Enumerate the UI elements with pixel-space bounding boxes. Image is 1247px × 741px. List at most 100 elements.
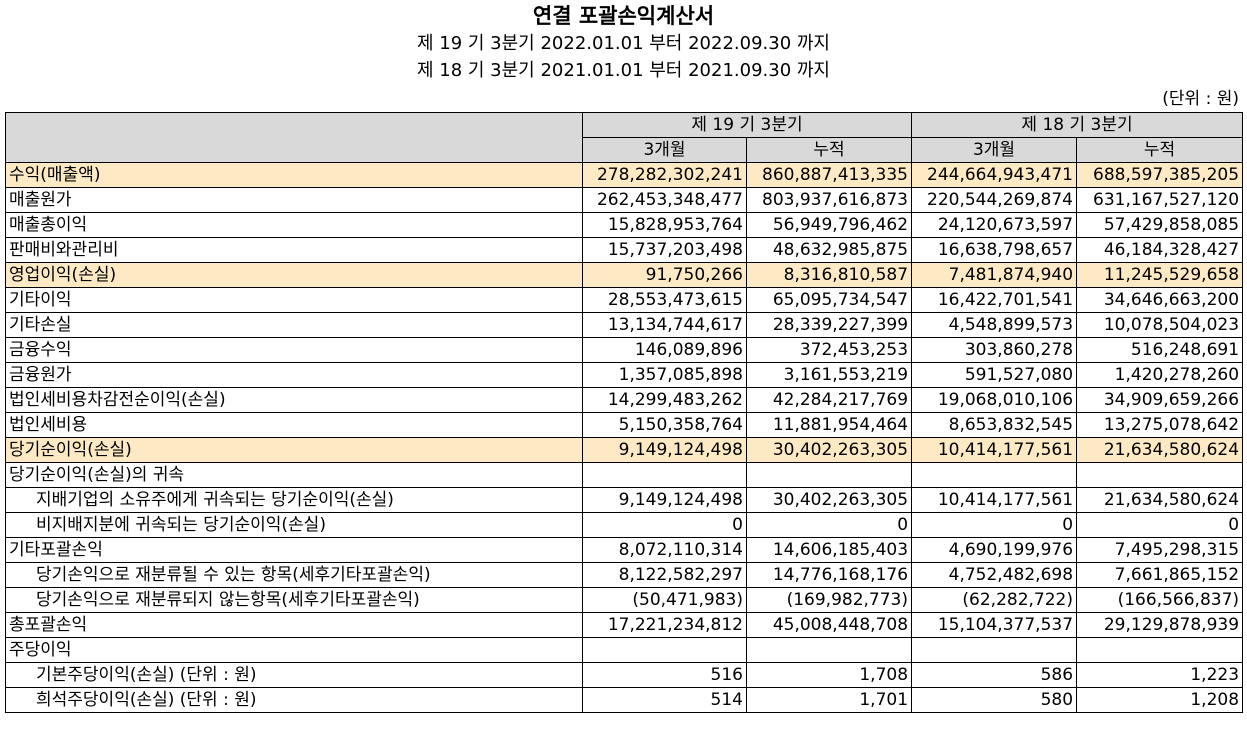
row-value: 591,527,080	[911, 362, 1078, 388]
row-value: 13,275,078,642	[1076, 412, 1244, 438]
row-value	[911, 462, 1078, 488]
row-label: 기타손실	[5, 312, 583, 338]
row-value: 11,245,529,658	[1076, 262, 1244, 288]
row-value	[1076, 462, 1244, 488]
row-value: 15,104,377,537	[911, 612, 1078, 638]
statement-title: 연결 포괄손익계산서	[532, 4, 715, 28]
table-row: 기타이익 28,553,473,615 65,095,734,547 16,422,7…	[5, 287, 1244, 313]
table-row: 지배기업의 소유주에게 귀속되는 당기순이익(손실) 9,149,124,498 3…	[5, 487, 1244, 513]
row-value: 278,282,302,241	[582, 162, 747, 188]
row-value: 860,887,413,335	[745, 162, 913, 188]
row-value: 4,752,482,698	[911, 562, 1078, 588]
table-row: 당기순이익(손실)의 귀속	[5, 462, 1244, 488]
table-row: 매출원가 262,453,348,477 803,937,616,873 220,54…	[5, 187, 1244, 213]
row-value: 4,548,899,573	[911, 312, 1078, 338]
row-label: 기본주당이익(손실) (단위 : 원)	[5, 662, 583, 688]
table-row: 판매비와관리비 15,737,203,498 48,632,985,875 16,63…	[5, 237, 1244, 263]
row-value: 7,661,865,152	[1076, 562, 1244, 588]
header-3months-19: 3개월	[582, 137, 747, 163]
row-value	[745, 637, 913, 663]
row-label: 수익(매출액)	[5, 162, 583, 188]
unit-label: (단위 : 원)	[1162, 89, 1239, 109]
row-value: 16,638,798,657	[911, 237, 1078, 263]
row-value: 10,078,504,023	[1076, 312, 1244, 338]
row-label: 영업이익(손실)	[5, 262, 583, 288]
header-blank-cell	[5, 112, 583, 163]
row-value: 21,634,580,624	[1076, 437, 1244, 463]
row-value: (166,566,837)	[1076, 587, 1244, 613]
row-value: 11,881,954,464	[745, 412, 913, 438]
row-value: 1,701	[745, 687, 913, 713]
row-value: 1,708	[745, 662, 913, 688]
row-value: 9,149,124,498	[582, 437, 747, 463]
header-period-19: 제 19 기 3분기	[581, 112, 913, 138]
row-label: 희석주당이익(손실) (단위 : 원)	[5, 687, 583, 713]
row-label: 지배기업의 소유주에게 귀속되는 당기순이익(손실)	[5, 487, 583, 513]
row-value: 91,750,266	[582, 262, 747, 288]
row-value: 7,495,298,315	[1076, 537, 1244, 563]
row-label: 기타포괄손익	[5, 537, 583, 563]
row-value: 28,553,473,615	[582, 287, 747, 313]
table-row: 영업이익(손실) 91,750,266 8,316,810,587 7,481,874…	[5, 262, 1244, 288]
row-value: 14,776,168,176	[745, 562, 913, 588]
row-value: 262,453,348,477	[582, 187, 747, 213]
row-value: 514	[582, 687, 747, 713]
row-value: 57,429,858,085	[1076, 212, 1244, 238]
row-label: 당기순이익(손실)의 귀속	[5, 462, 583, 488]
row-value: 34,646,663,200	[1076, 287, 1244, 313]
row-label: 기타이익	[5, 287, 583, 313]
row-value: 631,167,527,120	[1076, 187, 1244, 213]
row-label: 금융원가	[5, 362, 583, 388]
row-value: 30,402,263,305	[745, 487, 913, 513]
row-value: 4,690,199,976	[911, 537, 1078, 563]
row-value: 3,161,553,219	[745, 362, 913, 388]
row-label: 당기순이익(손실)	[5, 437, 583, 463]
row-value: 372,453,253	[745, 337, 913, 363]
row-value: 146,089,896	[582, 337, 747, 363]
table-row: 희석주당이익(손실) (단위 : 원) 514 1,701 580 1,208	[5, 687, 1244, 713]
row-value: 16,422,701,541	[911, 287, 1078, 313]
row-value: 7,481,874,940	[911, 262, 1078, 288]
row-value: 516,248,691	[1076, 337, 1244, 363]
row-value: 56,949,796,462	[745, 212, 913, 238]
row-label: 당기손익으로 재분류되지 않는항목(세후기타포괄손익)	[5, 587, 583, 613]
row-label: 판매비와관리비	[5, 237, 583, 263]
table-row: 금융원가 1,357,085,898 3,161,553,219 591,527,08…	[5, 362, 1244, 388]
table-row: 기타손실 13,134,744,617 28,339,227,399 4,548,89…	[5, 312, 1244, 338]
row-value: 1,208	[1076, 687, 1244, 713]
row-value: 0	[1076, 512, 1244, 538]
row-value: 29,129,878,939	[1076, 612, 1244, 638]
row-value	[911, 637, 1078, 663]
row-value: 1,357,085,898	[582, 362, 747, 388]
row-value: 8,653,832,545	[911, 412, 1078, 438]
row-label: 주당이익	[5, 637, 583, 663]
row-value: 13,134,744,617	[582, 312, 747, 338]
row-label: 총포괄손익	[5, 612, 583, 638]
row-value	[582, 462, 747, 488]
table-body: 수익(매출액) 278,282,302,241 860,887,413,335 244…	[5, 162, 1244, 713]
row-label: 법인세비용	[5, 412, 583, 438]
row-value: 0	[582, 512, 747, 538]
row-value: 803,937,616,873	[745, 187, 913, 213]
header-3months-18: 3개월	[911, 137, 1078, 163]
row-value: 42,284,217,769	[745, 387, 913, 413]
table-row: 주당이익	[5, 637, 1244, 663]
row-value: 688,597,385,205	[1076, 162, 1244, 188]
header-cumulative-18: 누적	[1076, 137, 1244, 163]
row-value: 15,828,953,764	[582, 212, 747, 238]
row-label: 매출총이익	[5, 212, 583, 238]
header-row-subcolumns: 3개월 누적 3개월 누적	[6, 137, 1244, 163]
row-value	[1076, 637, 1244, 663]
row-value: 21,634,580,624	[1076, 487, 1244, 513]
table-row: 법인세비용차감전순이익(손실) 14,299,483,262 42,284,217,…	[5, 387, 1244, 413]
table-row: 당기손익으로 재분류될 수 있는 항목(세후기타포괄손익) 8,122,582,2…	[5, 562, 1244, 588]
table-row: 매출총이익 15,828,953,764 56,949,796,462 24,120,…	[5, 212, 1244, 238]
row-label: 법인세비용차감전순이익(손실)	[5, 387, 583, 413]
row-value: 1,420,278,260	[1076, 362, 1244, 388]
row-value: 28,339,227,399	[745, 312, 913, 338]
row-value: (169,982,773)	[745, 587, 913, 613]
row-value: 45,008,448,708	[745, 612, 913, 638]
table-row: 기타포괄손익 8,072,110,314 14,606,185,403 4,690,1…	[5, 537, 1244, 563]
row-label: 매출원가	[5, 187, 583, 213]
row-value: 9,149,124,498	[582, 487, 747, 513]
